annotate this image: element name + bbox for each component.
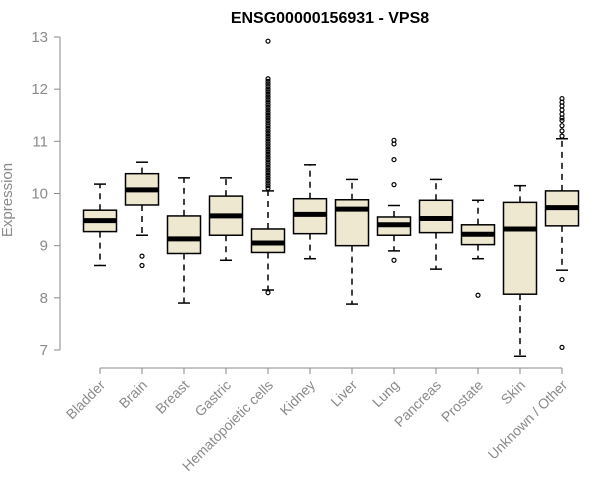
outlier-point <box>265 120 271 126</box>
x-tick-label: Unknown / Other <box>485 377 571 463</box>
outlier-point <box>265 175 271 181</box>
outlier-point <box>265 290 271 296</box>
outlier-point <box>265 162 271 168</box>
outlier-point <box>559 133 565 139</box>
y-tick-label: 11 <box>32 133 48 150</box>
x-tick-label: Brain <box>116 377 150 411</box>
outlier-point <box>265 172 271 178</box>
outlier-point <box>265 159 271 165</box>
outlier-point <box>391 137 397 143</box>
outlier-point <box>265 167 271 173</box>
outlier-point <box>265 183 271 189</box>
x-tick-label: Skin <box>498 377 529 408</box>
x-tick-label: Kidney <box>277 377 319 419</box>
box-group <box>124 161 160 269</box>
box-group <box>544 95 580 350</box>
outlier-point <box>559 123 565 129</box>
outlier-point <box>265 102 271 108</box>
box-group <box>208 177 244 262</box>
outlier-point <box>559 111 565 117</box>
x-tick-label: Prostate <box>438 377 486 425</box>
outlier-point <box>265 99 271 105</box>
outlier-point <box>265 78 271 84</box>
outlier-point <box>265 164 271 171</box>
outlier-point <box>265 170 271 176</box>
box-group <box>166 177 202 304</box>
outlier-point <box>265 115 271 121</box>
outlier-point <box>265 38 271 44</box>
outlier-point <box>559 95 565 102</box>
outlier-point <box>559 128 565 134</box>
x-tick-label: Breast <box>152 377 192 417</box>
box-group <box>250 38 286 296</box>
outlier-point <box>475 292 481 298</box>
outlier-point <box>265 185 271 191</box>
outlier-point <box>559 276 565 283</box>
outlier-point <box>139 253 145 259</box>
outlier-point <box>265 123 271 129</box>
outlier-point <box>265 125 271 131</box>
boxes-layer <box>82 38 580 358</box>
box-group <box>418 178 454 270</box>
box-group <box>502 184 538 358</box>
box-group <box>460 199 496 298</box>
outlier-point <box>265 128 271 134</box>
y-tick-label: 12 <box>31 81 48 98</box>
box-body <box>166 215 202 255</box>
outlier-point <box>265 96 271 103</box>
outlier-point <box>265 83 271 90</box>
y-tick-label: 8 <box>40 290 48 307</box>
outlier-point <box>265 133 271 139</box>
outlier-point <box>559 107 565 113</box>
box-group <box>376 137 412 263</box>
outlier-point <box>265 76 271 82</box>
box-group <box>82 183 118 267</box>
y-tick-label: 13 <box>31 29 48 46</box>
outlier-point <box>265 180 271 186</box>
y-axis: 7 8 9 10 11 12 13 <box>31 29 61 359</box>
y-axis-label: Expression <box>0 163 16 237</box>
outlier-point <box>139 262 145 269</box>
x-tick-label: Lung <box>369 377 402 410</box>
outlier-point <box>265 138 271 144</box>
outlier-point <box>265 143 271 150</box>
outlier-point <box>265 154 271 160</box>
y-tick-label: 9 <box>40 238 48 255</box>
outlier-point <box>265 81 271 87</box>
outlier-point <box>391 257 397 263</box>
box-group <box>292 164 328 260</box>
outlier-point <box>265 151 271 157</box>
outlier-point <box>265 146 271 152</box>
outlier-point <box>265 89 271 95</box>
x-tick-label: Bladder <box>63 377 109 423</box>
outlier-point <box>265 91 271 97</box>
outlier-point <box>265 141 271 147</box>
outlier-point <box>265 112 271 118</box>
outlier-point <box>265 104 271 111</box>
y-tick-label: 10 <box>31 186 48 203</box>
box-body <box>334 199 370 247</box>
outlier-point <box>265 156 271 163</box>
chart-title: ENSG00000156931 - VPS8 <box>231 10 429 27</box>
outlier-point <box>265 94 271 100</box>
x-tick-label: Liver <box>327 377 360 410</box>
outlier-point <box>265 177 271 184</box>
outlier-point <box>559 344 565 350</box>
outlier-point <box>265 117 271 124</box>
outlier-point <box>265 130 271 137</box>
box-group <box>334 178 370 305</box>
outlier-point <box>265 86 271 92</box>
x-tick-label: Pancreas <box>391 377 444 430</box>
outlier-point <box>391 156 397 163</box>
outlier-point <box>265 136 271 142</box>
y-tick-label: 7 <box>40 342 48 359</box>
outlier-point <box>265 110 271 116</box>
outlier-point <box>265 149 271 155</box>
outlier-point <box>559 117 565 124</box>
outlier-point <box>265 107 271 113</box>
outlier-point <box>391 182 397 188</box>
box-body <box>502 201 538 295</box>
